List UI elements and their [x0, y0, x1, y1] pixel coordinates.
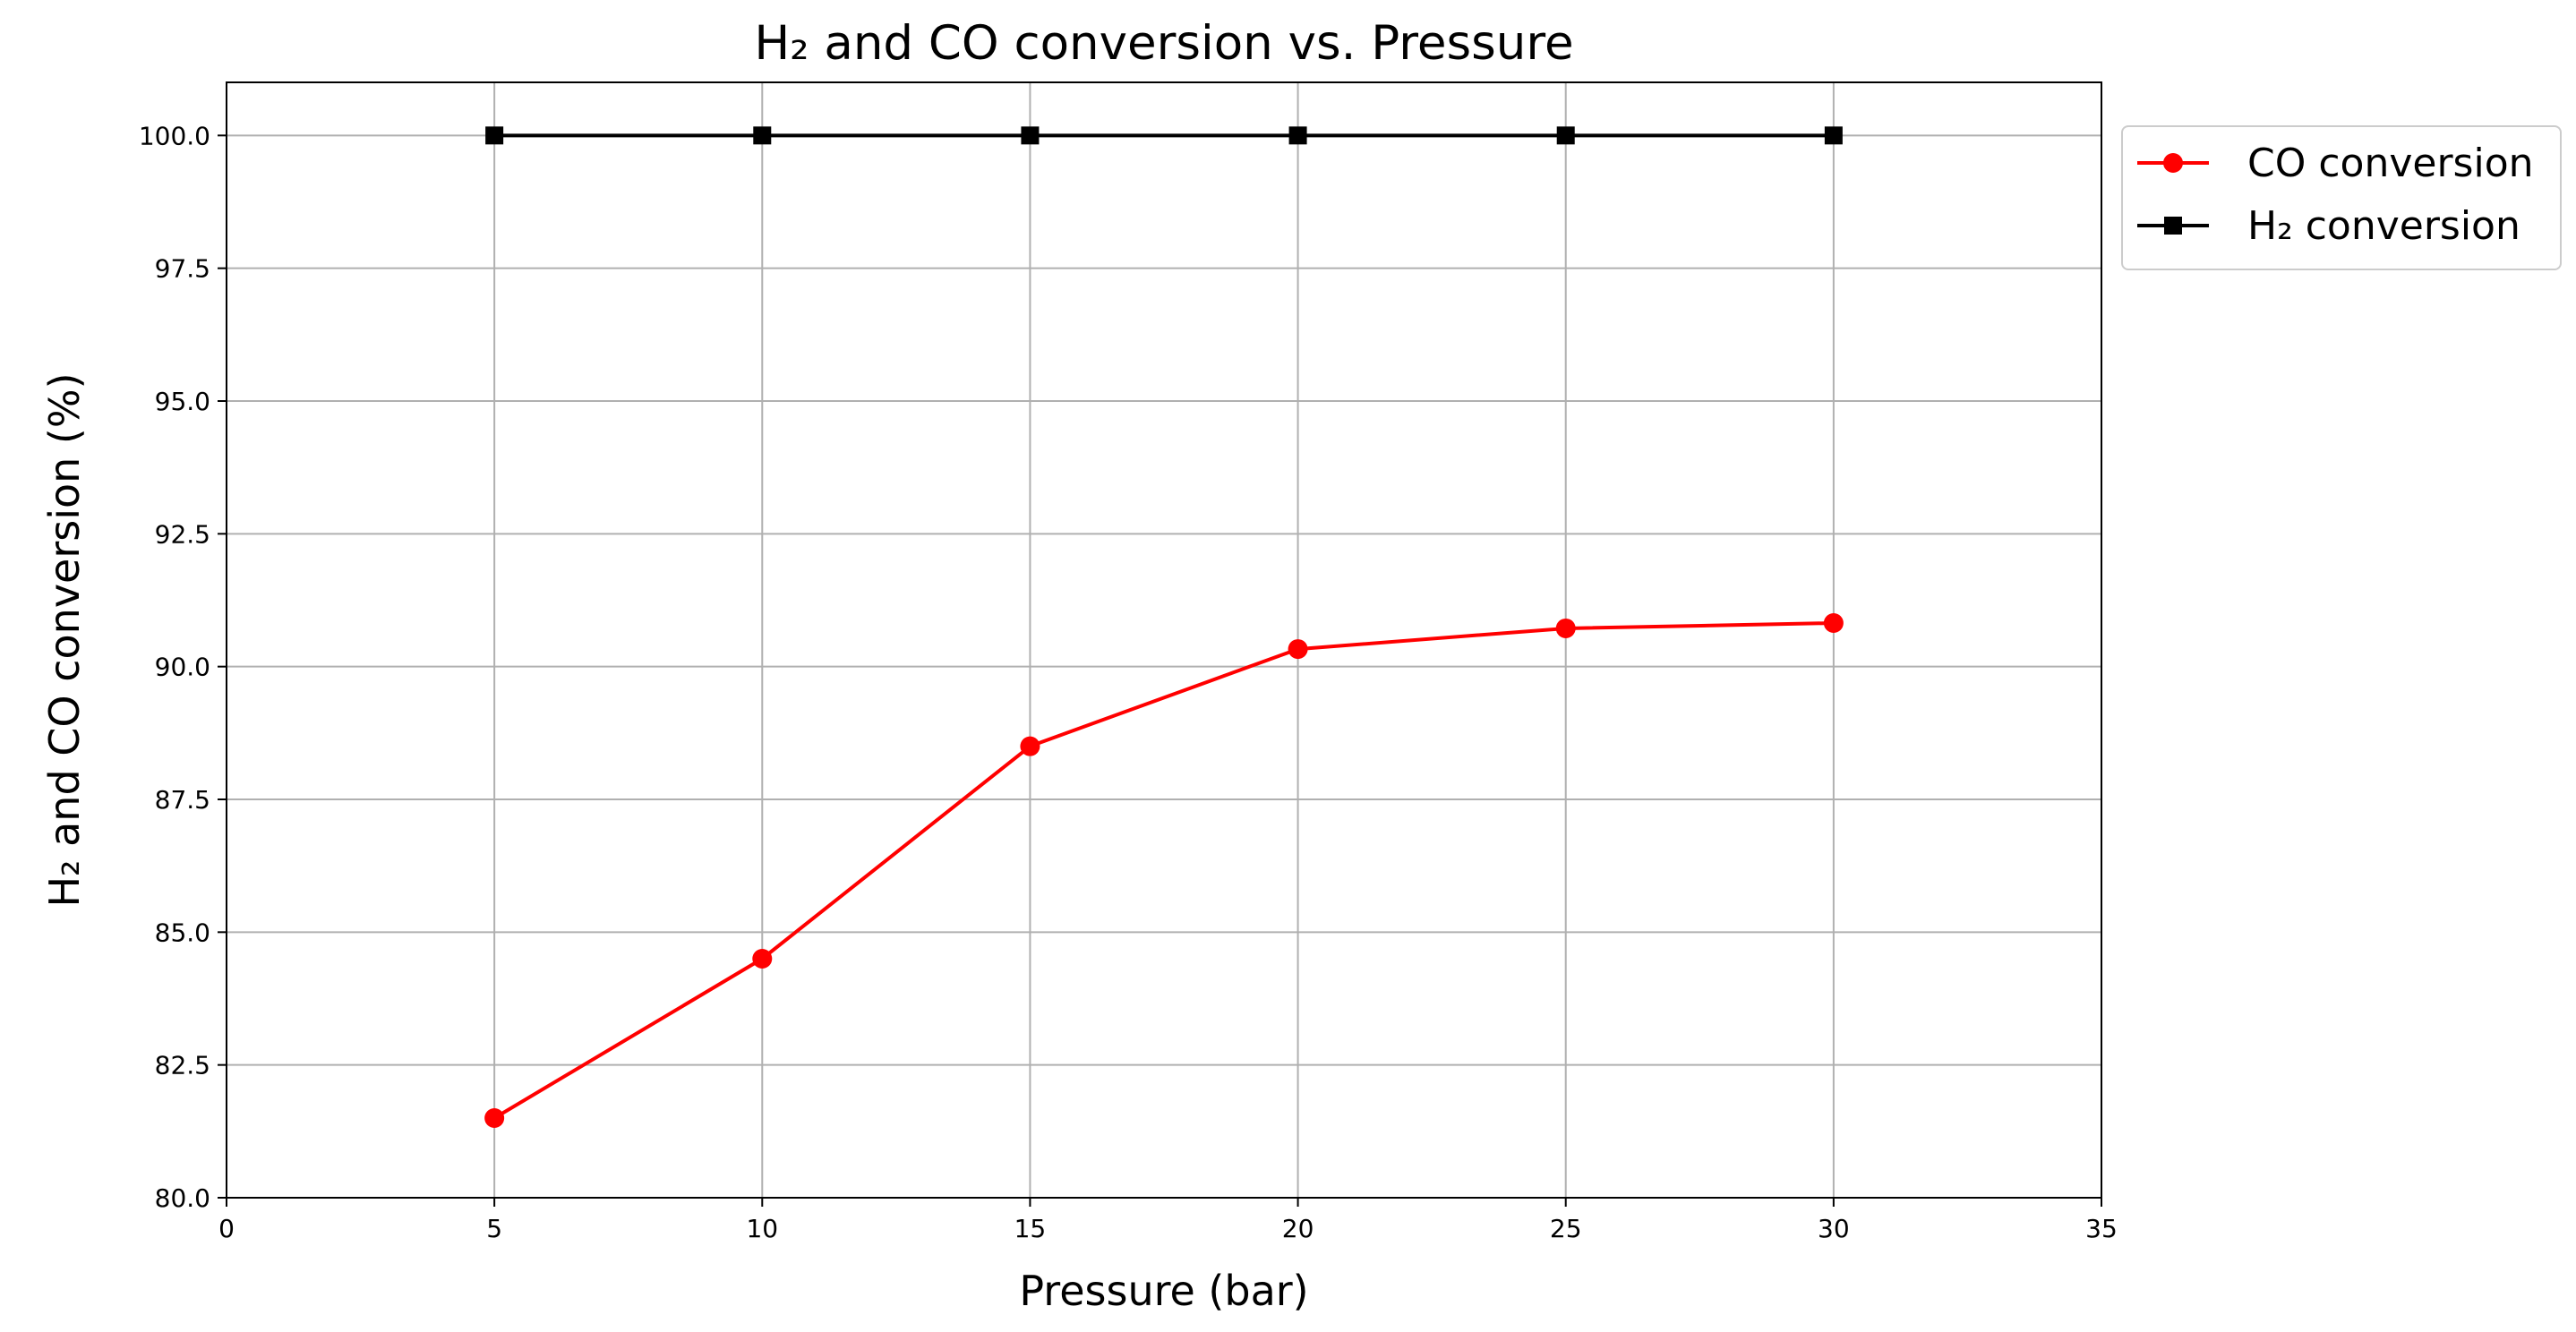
legend: CO conversion H₂ conversion	[2121, 125, 2562, 270]
data-point-h2	[1021, 126, 1040, 145]
x-tick-label: 0	[218, 1214, 235, 1243]
legend-marker-co	[2163, 153, 2183, 173]
ticks-layer: 0 5 10 15 20 25 30 35 80.0 82.5 85.0 87.5 90.0 92.5 95…	[139, 121, 2118, 1243]
data-point-h2	[485, 126, 504, 145]
data-point-h2	[1556, 126, 1575, 145]
data-point-co	[1020, 736, 1040, 756]
y-tick-label: 85.0	[155, 918, 210, 947]
y-tick-label: 87.5	[155, 785, 210, 815]
series-line-co	[493, 621, 1834, 1120]
plot-frame	[226, 81, 2102, 1199]
x-axis-title: Pressure (bar)	[1019, 1267, 1308, 1315]
y-tick-label: 100.0	[139, 121, 210, 150]
data-point-h2	[753, 126, 772, 145]
chart-title: H₂ and CO conversion vs. Pressure	[754, 16, 1573, 71]
data-point-co	[484, 1108, 505, 1128]
legend-label-co: CO conversion	[2247, 141, 2534, 186]
y-tick-label: 90.0	[155, 653, 210, 682]
y-tick-label: 95.0	[155, 387, 210, 416]
y-tick-label: 97.5	[155, 254, 210, 284]
y-tick-label: 80.0	[155, 1183, 210, 1213]
legend-marker-h2	[2164, 217, 2182, 235]
x-tick-label: 20	[1282, 1214, 1314, 1243]
data-point-h2	[1824, 126, 1843, 145]
data-point-h2	[1288, 126, 1307, 145]
data-point-co	[1288, 639, 1308, 660]
data-point-co	[752, 949, 773, 969]
series-layer	[484, 126, 1844, 1128]
data-point-co	[1823, 613, 1844, 634]
x-tick-label: 15	[1014, 1214, 1047, 1243]
x-tick-label: 5	[486, 1214, 502, 1243]
x-tick-label: 35	[2085, 1214, 2118, 1243]
legend-box	[2121, 125, 2562, 270]
data-point-co	[1555, 618, 1576, 638]
y-tick-label: 82.5	[155, 1051, 210, 1080]
y-tick-label: 92.5	[155, 519, 210, 549]
x-tick-label: 30	[1818, 1214, 1850, 1243]
y-axis-title: H₂ and CO conversion (%)	[40, 372, 89, 907]
x-tick-label: 10	[746, 1214, 778, 1243]
legend-label-h2: H₂ conversion	[2247, 203, 2520, 249]
x-tick-label: 25	[1550, 1214, 1582, 1243]
grid-layer	[226, 82, 2102, 1199]
